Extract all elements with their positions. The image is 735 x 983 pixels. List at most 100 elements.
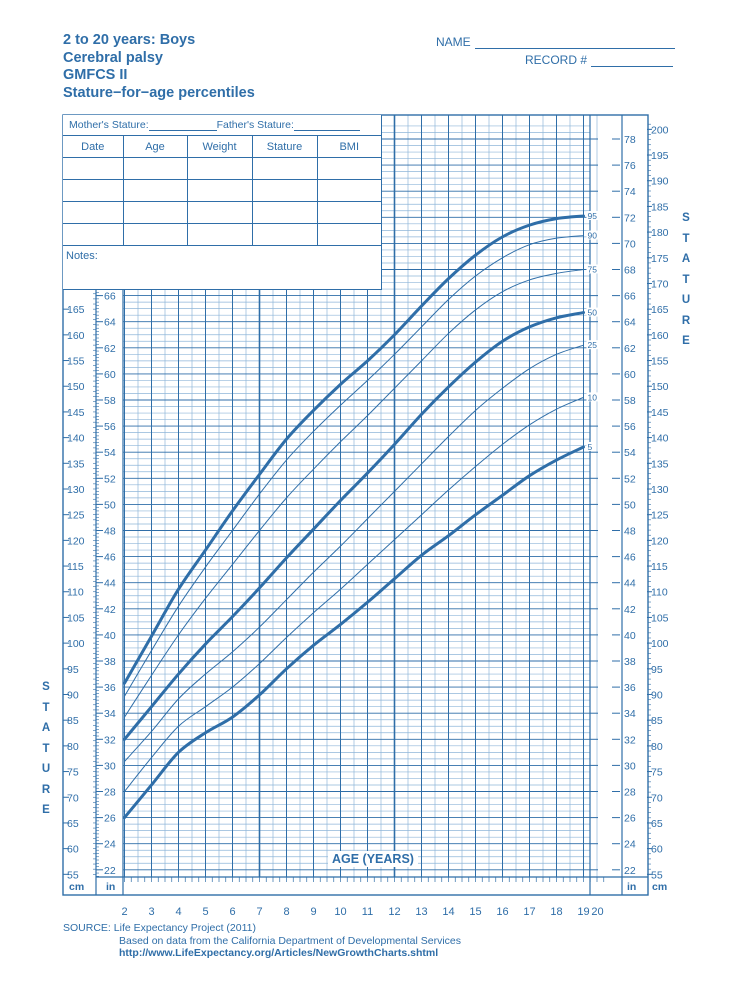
cell-stature[interactable] xyxy=(251,179,318,202)
cell-age[interactable] xyxy=(122,223,188,246)
col-header-date: Date xyxy=(63,136,124,158)
col-header-stature: Stature xyxy=(251,136,318,158)
source-line-2: Based on data from the California Depart… xyxy=(119,934,462,947)
svg-text:180: 180 xyxy=(651,227,669,239)
svg-text:175: 175 xyxy=(651,253,669,265)
svg-text:115: 115 xyxy=(67,561,84,573)
svg-text:125: 125 xyxy=(67,510,85,522)
table-row[interactable] xyxy=(63,157,381,180)
fathers-stature-input[interactable] xyxy=(293,120,360,131)
svg-text:5: 5 xyxy=(202,906,208,918)
svg-text:19: 19 xyxy=(577,906,589,918)
cell-weight[interactable] xyxy=(186,223,253,246)
cell-date[interactable] xyxy=(63,179,124,202)
svg-text:140: 140 xyxy=(651,433,669,445)
svg-text:17: 17 xyxy=(523,906,535,918)
svg-text:64: 64 xyxy=(624,317,636,329)
svg-text:36: 36 xyxy=(624,682,636,694)
notes-area[interactable]: Notes: xyxy=(63,246,381,262)
svg-text:56: 56 xyxy=(104,421,116,433)
source-url-link[interactable]: http://www.LifeExpectancy.org/Articles/N… xyxy=(119,947,439,959)
cell-bmi[interactable] xyxy=(316,201,381,224)
svg-text:50: 50 xyxy=(104,499,116,511)
cell-bmi[interactable] xyxy=(316,223,381,246)
name-input-line[interactable] xyxy=(474,36,675,49)
svg-text:38: 38 xyxy=(104,656,116,668)
svg-text:cm: cm xyxy=(69,881,84,893)
cell-date[interactable] xyxy=(63,201,124,224)
svg-text:5: 5 xyxy=(588,442,593,452)
svg-text:135: 135 xyxy=(651,458,669,470)
svg-text:155: 155 xyxy=(67,356,85,368)
svg-text:44: 44 xyxy=(624,578,636,590)
svg-text:26: 26 xyxy=(624,813,636,825)
svg-text:60: 60 xyxy=(651,844,663,856)
svg-text:125: 125 xyxy=(651,510,669,522)
cell-weight[interactable] xyxy=(186,157,253,180)
svg-text:135: 135 xyxy=(67,458,85,470)
cell-bmi[interactable] xyxy=(316,157,381,180)
svg-text:22: 22 xyxy=(624,865,636,877)
svg-text:115: 115 xyxy=(651,561,668,573)
svg-text:24: 24 xyxy=(104,839,116,851)
svg-text:95: 95 xyxy=(651,664,663,676)
cell-bmi[interactable] xyxy=(316,179,381,202)
cell-date[interactable] xyxy=(63,157,124,180)
svg-text:165: 165 xyxy=(651,304,669,316)
table-row[interactable] xyxy=(63,179,381,202)
table-row[interactable] xyxy=(63,201,381,224)
name-field[interactable]: NAME xyxy=(436,35,675,49)
svg-text:150: 150 xyxy=(67,381,85,393)
svg-text:80: 80 xyxy=(651,741,663,753)
svg-text:in: in xyxy=(106,881,115,893)
col-header-bmi: BMI xyxy=(316,136,381,158)
svg-text:195: 195 xyxy=(651,150,669,162)
svg-text:58: 58 xyxy=(624,395,636,407)
svg-text:30: 30 xyxy=(104,760,116,772)
svg-text:95: 95 xyxy=(67,664,79,676)
source-label: SOURCE: xyxy=(63,922,111,934)
record-label: RECORD # xyxy=(525,53,588,67)
cell-stature[interactable] xyxy=(251,201,318,224)
svg-text:60: 60 xyxy=(624,369,636,381)
cell-weight[interactable] xyxy=(186,201,253,224)
svg-text:90: 90 xyxy=(588,231,598,241)
record-input-line[interactable] xyxy=(591,54,674,67)
svg-text:78: 78 xyxy=(624,134,636,146)
mothers-stature-input[interactable] xyxy=(148,120,217,131)
svg-text:160: 160 xyxy=(651,330,669,342)
cell-age[interactable] xyxy=(122,157,188,180)
cell-stature[interactable] xyxy=(251,157,318,180)
svg-text:58: 58 xyxy=(104,395,116,407)
svg-text:105: 105 xyxy=(67,612,85,624)
cell-age[interactable] xyxy=(122,201,188,224)
svg-text:15: 15 xyxy=(469,906,481,918)
svg-text:120: 120 xyxy=(67,535,85,547)
cell-stature[interactable] xyxy=(251,223,318,246)
svg-text:2: 2 xyxy=(121,906,127,918)
svg-text:32: 32 xyxy=(104,734,116,746)
svg-text:26: 26 xyxy=(104,813,116,825)
svg-text:85: 85 xyxy=(651,715,663,727)
svg-text:55: 55 xyxy=(651,869,663,881)
record-field[interactable]: RECORD # xyxy=(525,53,674,67)
svg-text:52: 52 xyxy=(104,473,116,485)
cell-date[interactable] xyxy=(63,223,124,246)
svg-text:105: 105 xyxy=(651,612,669,624)
cell-weight[interactable] xyxy=(186,179,253,202)
fathers-stature-label: Father's Stature: xyxy=(216,119,294,131)
svg-text:9: 9 xyxy=(310,906,316,918)
col-header-weight: Weight xyxy=(186,136,253,158)
svg-text:60: 60 xyxy=(104,369,116,381)
col-header-age: Age xyxy=(122,136,188,158)
parents-stature-row: Mother's Stature: Father's Stature: xyxy=(63,115,381,136)
x-axis-title: AGE (YEARS) xyxy=(328,851,418,867)
table-row[interactable] xyxy=(63,223,381,246)
cell-age[interactable] xyxy=(122,179,188,202)
svg-text:28: 28 xyxy=(104,787,116,799)
svg-text:150: 150 xyxy=(651,381,669,393)
title-line-1: 2 to 20 years: Boys xyxy=(63,32,196,48)
svg-text:85: 85 xyxy=(67,715,79,727)
